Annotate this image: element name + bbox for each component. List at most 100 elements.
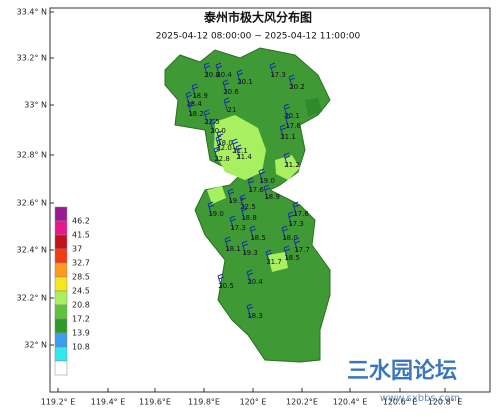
station-value: 20.6 (223, 88, 239, 96)
wind-barb (215, 135, 223, 151)
station-value: 20.4 (247, 278, 263, 286)
wind-barb (187, 101, 195, 117)
lon-label: 119.4° E (91, 398, 126, 407)
wind-barb (287, 211, 295, 227)
station-value: 21.7 (266, 258, 282, 266)
wind-barb (283, 103, 291, 119)
station-value: 18.5 (284, 254, 300, 262)
wind-barb (247, 177, 255, 193)
station-value: 20.8 (204, 71, 220, 79)
wind-barb (207, 201, 215, 217)
lon-label: 119.2° E (41, 398, 76, 407)
wind-barb (223, 97, 231, 113)
station-value: 17.6 (285, 122, 301, 130)
lon-label: 120.2°E (286, 398, 318, 407)
wind-barb (209, 118, 217, 134)
map-title: 泰州市极大风分布图 (203, 10, 312, 25)
lat-label: 33.2° N (17, 54, 47, 63)
lat-label: 32.4° N (17, 246, 47, 255)
station-value: 20.2 (289, 83, 305, 91)
legend-label: 46.2 (72, 217, 90, 226)
wind-barb (217, 273, 225, 289)
station-value: 21.1 (232, 147, 248, 155)
wind-barb (216, 130, 224, 146)
station-value: 18.8 (241, 214, 257, 222)
wind-barb (258, 168, 266, 184)
station-value: 21 (228, 106, 237, 114)
station-value: 20.4 (216, 71, 232, 79)
station-value: 17.3 (230, 224, 246, 232)
station-value: 17.6 (248, 186, 264, 194)
lon-label: 120.8° E (428, 398, 463, 407)
station-value: 22.8 (214, 155, 230, 163)
low-wind-zone (305, 98, 322, 116)
legend-swatch (54, 290, 68, 306)
legend-swatch (54, 360, 68, 376)
wind-barb (231, 138, 239, 154)
wind-barb (283, 245, 291, 261)
wind-barb (229, 215, 237, 231)
wind-barb (263, 184, 271, 200)
station-value: 21.2 (284, 161, 300, 169)
legend-label: 32.7 (72, 259, 90, 268)
station-value: 18.4 (186, 100, 202, 108)
watermark: 三水园论坛 (347, 358, 457, 384)
legend-swatch (54, 234, 68, 250)
wind-barb (283, 152, 291, 168)
station-value: 20.1 (284, 112, 300, 120)
wind-barb (288, 74, 296, 90)
wind-barb (284, 113, 292, 129)
wind-barb (241, 240, 249, 256)
wind-barb (215, 62, 223, 78)
station-value: 20.5 (218, 282, 234, 290)
legend-swatch (54, 248, 68, 264)
legend-swatch (54, 262, 68, 278)
lat-label: 33.4° N (17, 8, 47, 17)
station-value: 19.0 (259, 177, 275, 185)
lon-label: 120° E (240, 398, 267, 407)
wind-barb (293, 237, 301, 253)
lon-label: 120.6° E (383, 398, 418, 407)
legend-swatch (54, 206, 68, 222)
station-value: 18.9 (192, 92, 208, 100)
high-wind-zone (214, 115, 266, 180)
lon-label: 120.4° E (333, 398, 368, 407)
station-value: 19.3 (242, 249, 258, 257)
map-subtitle: 2025-04-12 08:00:00 ~ 2025-04-12 11:00:0… (156, 32, 361, 42)
legend-label: 28.5 (72, 273, 90, 282)
high-wind-zone (275, 155, 300, 180)
station-value: 18.3 (247, 312, 263, 320)
station-value: 18.0 (217, 139, 233, 147)
lon-label: 119.8°E (188, 398, 220, 407)
wind-barb (265, 249, 273, 265)
wind-barb (246, 269, 254, 285)
station-value: 22.0 (216, 144, 232, 152)
legend-label: 13.9 (72, 329, 90, 338)
station-value: 20.0 (210, 127, 226, 135)
high-wind-zone (268, 252, 288, 272)
legend-swatch (54, 276, 68, 292)
wind-barb (281, 225, 289, 241)
legend-label: 37 (72, 245, 82, 254)
station-value: 19.0 (208, 210, 224, 218)
wind-barb (227, 188, 235, 204)
lat-label: 32.2° N (17, 294, 47, 303)
station-value: 17.6 (293, 210, 309, 218)
legend-label: 41.5 (72, 231, 90, 240)
legend-swatch (54, 220, 68, 236)
legend-swatch (54, 304, 68, 320)
wind-barb (222, 79, 230, 95)
wind-barb (203, 62, 211, 78)
wind-barb (213, 146, 221, 162)
wind-barb (249, 225, 257, 241)
lat-label: 32.8° N (17, 151, 47, 160)
legend-label: 17.2 (72, 315, 90, 324)
wind-barb (279, 124, 287, 140)
lat-label: 33° N (24, 101, 47, 110)
lon-label: 119.6°E (139, 398, 171, 407)
wind-barb (269, 62, 277, 78)
wind-barb (224, 236, 232, 252)
station-value: 17.7 (294, 246, 310, 254)
lat-label: 32° N (24, 341, 47, 350)
